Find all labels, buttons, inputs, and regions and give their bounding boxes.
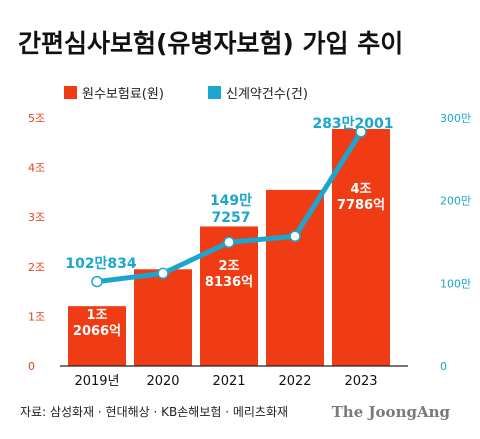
line-data-label: 149만 7257 — [210, 193, 252, 226]
left-tick-label: 3조 — [28, 211, 45, 224]
bar-series — [68, 128, 390, 366]
right-tick-label: 100만 — [440, 277, 471, 290]
right-tick-label: 0 — [440, 360, 447, 373]
line-series — [91, 126, 367, 288]
x-tick-label: 2023 — [344, 374, 377, 389]
legend-label-premium: 원수보험료(원) — [82, 87, 164, 102]
bar — [134, 269, 192, 366]
left-tick-label: 2조 — [28, 261, 45, 274]
x-tick-label: 2022 — [278, 374, 311, 389]
source-note: 자료: 삼성화재 · 현대해상 · KB손해보험 · 메리츠화재 — [20, 405, 288, 419]
left-tick-label: 1조 — [28, 310, 45, 323]
line-data-label: 283만2001 — [312, 116, 393, 132]
bar — [68, 306, 126, 366]
x-tick-label: 2020 — [146, 374, 179, 389]
left-tick-label: 5조 — [28, 112, 45, 125]
line-data-label: 102만834 — [65, 256, 137, 272]
line-point — [289, 230, 301, 242]
x-axis: 2019년 2020 2021 2022 2023 — [74, 374, 377, 389]
bar-data-label: 2조 8136억 — [205, 259, 253, 290]
x-tick-label: 2019년 — [74, 374, 119, 389]
left-tick-label: 4조 — [28, 162, 45, 175]
line-point — [355, 126, 367, 138]
data-labels: 1조 2066억 2조 8136억 4조 7786억 102만834 149만 7257 283만… — [65, 116, 393, 339]
brand-logo: The JoongAng — [332, 403, 451, 421]
page-title: 간편심사보험(유병자보험) 가입 추이 — [18, 29, 403, 58]
left-axis: 0 1조 2조 3조 4조 5조 — [28, 112, 45, 373]
line-point — [157, 267, 169, 280]
right-tick-label: 200만 — [440, 195, 471, 208]
bar-data-label: 1조 2066억 — [73, 308, 121, 339]
left-tick-label: 0 — [28, 360, 35, 373]
bar — [332, 128, 390, 366]
legend-swatch-premium — [64, 86, 77, 99]
right-axis: 0 100만 200만 300만 — [440, 112, 471, 373]
legend: 원수보험료(원) 신계약건수(건) — [64, 86, 308, 102]
line-point — [223, 236, 235, 248]
x-tick-label: 2021 — [212, 374, 245, 389]
legend-label-contracts: 신계약건수(건) — [226, 87, 308, 102]
line-point — [91, 275, 103, 288]
bar — [266, 189, 324, 366]
right-tick-label: 300만 — [440, 112, 471, 125]
bar-data-label: 4조 7786억 — [337, 182, 385, 213]
legend-swatch-contracts — [208, 86, 221, 99]
